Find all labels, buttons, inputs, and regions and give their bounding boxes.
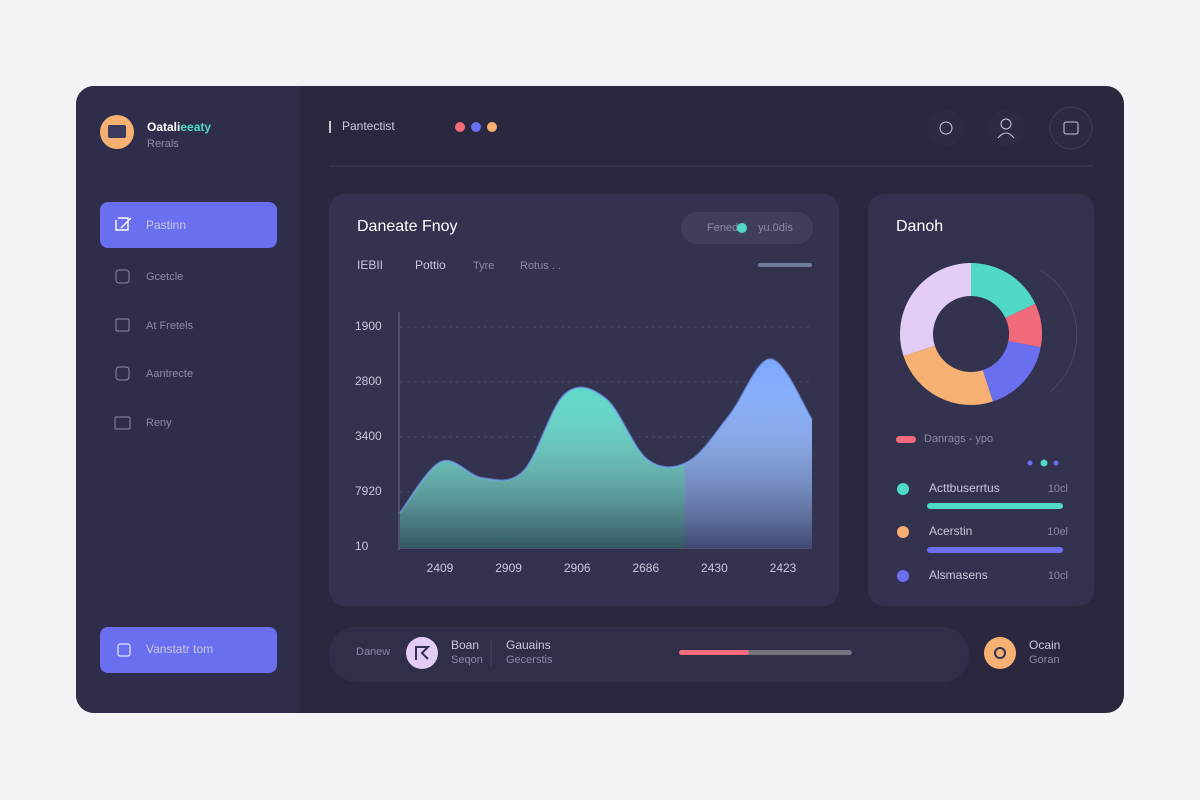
donut-segment (982, 341, 1041, 402)
avatar-glyph (994, 647, 1006, 659)
nav-item[interactable]: Aantrecte (146, 368, 193, 380)
y-tick-label: 3400 (355, 429, 382, 443)
pager-dot (1027, 460, 1033, 466)
icon-glyph (997, 132, 1015, 139)
user-sub: Seqon (451, 654, 483, 666)
nav-item[interactable]: Gcetcle (146, 271, 183, 283)
header-title: Pantectist (342, 119, 395, 133)
icon-glyph (1000, 118, 1012, 130)
row-value: 10cl (1048, 570, 1068, 582)
area-line (399, 358, 813, 514)
donut-segment (903, 345, 993, 406)
brand-accent: eeaty (180, 120, 211, 134)
nav-icon (114, 416, 131, 430)
nav-icon (115, 217, 132, 231)
nav-item[interactable]: Reny (146, 417, 172, 429)
y-tick-label: 7920 (355, 484, 382, 498)
brand-name: Oatalieeaty (147, 120, 211, 134)
right-name: Ocain (1029, 638, 1060, 652)
brand-sub: Rerals (147, 138, 179, 150)
icon-glyph (1063, 121, 1079, 135)
status-dot (471, 122, 481, 132)
y-tick-label: 10 (355, 539, 369, 553)
nav-icon (115, 269, 130, 284)
nav-icon (115, 366, 130, 381)
nav-item[interactable]: Pastinn (146, 218, 186, 232)
legend-label: Danrags - ypo (924, 433, 993, 445)
row-dot (897, 483, 909, 495)
legend-swatch (896, 436, 916, 443)
x-tick-label: 2409 (427, 561, 454, 575)
row-dot (897, 526, 909, 538)
donut-guide (1039, 269, 1078, 393)
avatar[interactable] (984, 637, 1016, 669)
donut-segment (899, 263, 971, 356)
tab[interactable]: Rotus . . (520, 260, 561, 272)
brand-main: Oatali (147, 120, 180, 134)
row-value: 10cl (1048, 483, 1068, 495)
icon-button[interactable] (988, 110, 1024, 146)
cta-icon (117, 643, 131, 657)
area-chart: 1900 2800 3400 7920 10 2409 2909 2906 2686 2430 24… (355, 319, 813, 575)
donut-segment (971, 263, 1036, 318)
nav-icon (115, 318, 130, 332)
icon-glyph (939, 121, 953, 135)
brand-logo-icon (108, 125, 126, 138)
progress-fill (679, 650, 749, 655)
right-sub: Goran (1029, 654, 1060, 666)
icon-button[interactable] (928, 110, 964, 146)
pager-dot (1053, 460, 1059, 466)
status-dot (455, 122, 465, 132)
y-tick-label: 1900 (355, 319, 382, 333)
status-dot (487, 122, 497, 132)
footer-bar (329, 627, 969, 682)
area-shade (400, 359, 812, 548)
icon-button[interactable] (1049, 106, 1093, 150)
x-tick-label: 2686 (632, 561, 659, 575)
card-title: Danoh (896, 218, 943, 235)
tab[interactable]: IEBII (357, 258, 383, 272)
x-tick-label: 2430 (701, 561, 728, 575)
pager-dot (1040, 459, 1048, 467)
nav-item[interactable]: At Fretels (146, 320, 194, 332)
toggle-right[interactable]: yu.0dis (758, 222, 793, 234)
stat-name: Gauains (506, 638, 551, 652)
footer-label: Danew (356, 646, 390, 658)
toggle-dot (737, 223, 747, 233)
x-tick-label: 2909 (495, 561, 522, 575)
user-name: Boan (451, 638, 479, 652)
tab[interactable]: Tyre (473, 260, 494, 272)
nav-active-bg[interactable] (100, 202, 277, 248)
row-dot (897, 570, 909, 582)
toggle-left[interactable]: Fened (707, 222, 738, 234)
cta-button[interactable] (100, 627, 277, 673)
range-slider[interactable] (758, 263, 812, 267)
row-name: Acttbuserrtus (929, 481, 1000, 495)
row-bar (927, 547, 1063, 553)
sidebar (76, 86, 300, 713)
row-name: Alsmasens (929, 568, 988, 582)
y-tick-label: 2800 (355, 374, 382, 388)
donut-segment (1005, 303, 1042, 348)
row-bar (927, 503, 1063, 509)
row-name: Acerstin (929, 524, 972, 538)
tab[interactable]: Pottio (415, 258, 446, 272)
card-title: Daneate Fnoy (357, 218, 458, 235)
x-tick-label: 2423 (770, 561, 797, 575)
row-value: 10el (1047, 526, 1068, 538)
cta-label[interactable]: Vanstatr tom (146, 642, 213, 656)
avatar-glyph (415, 646, 431, 660)
x-tick-label: 2906 (564, 561, 591, 575)
donut-chart (899, 263, 1042, 406)
stat-sub: Gecerstis (506, 654, 553, 666)
